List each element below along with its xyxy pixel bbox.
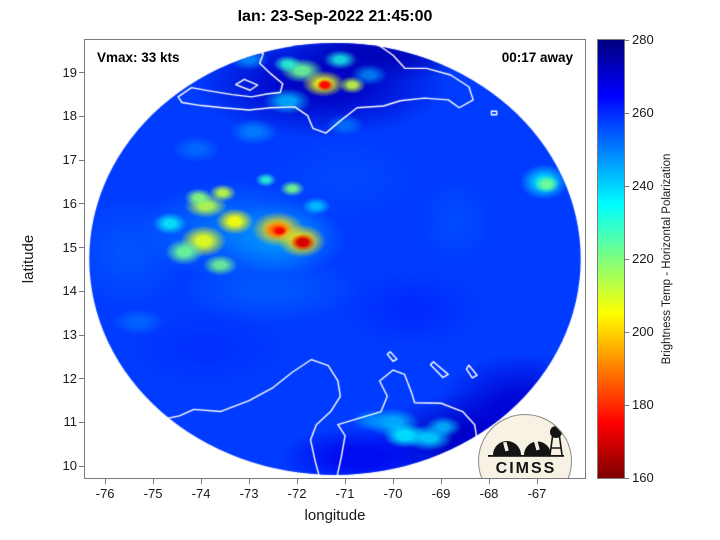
y-tick-mark: [79, 421, 84, 423]
y-tick-mark: [79, 465, 84, 467]
y-tick-label: 11: [63, 414, 78, 430]
x-tick-mark: [296, 479, 298, 484]
colorbar-tick-label: 180: [632, 397, 654, 412]
y-tick-label: 13: [62, 327, 77, 343]
x-tick-mark: [248, 479, 250, 484]
plot-area: Vmax: 33 kts 00:17 away CIMSS: [84, 39, 586, 479]
y-tick-mark: [79, 203, 84, 205]
y-tick-mark: [79, 290, 84, 292]
y-tick-label: 17: [62, 152, 77, 168]
x-tick-mark: [344, 479, 346, 484]
colorbar-tick-mark: [625, 185, 629, 187]
x-tick-mark: [392, 479, 394, 484]
colorbar-tick-label: 240: [632, 178, 654, 193]
dome-slit: [534, 440, 540, 451]
y-tick-label: 16: [62, 195, 77, 211]
y-tick-label: 19: [62, 64, 77, 80]
y-tick-label: 14: [62, 283, 77, 299]
colorbar-tick-mark: [625, 39, 629, 41]
y-tick-mark: [79, 115, 84, 117]
colorbar-tick-label: 280: [632, 32, 654, 47]
x-tick-label: -75: [143, 486, 163, 501]
cimss-logo-graphic: CIMSS: [488, 423, 564, 477]
colorbar-tick-mark: [625, 331, 629, 333]
colorbar-gradient: [598, 40, 624, 478]
y-tick-mark: [79, 247, 84, 249]
x-tick-mark: [440, 479, 442, 484]
x-tick-label: -73: [239, 486, 259, 501]
colorbar: [597, 39, 625, 479]
colorbar-tick-mark: [625, 258, 629, 260]
x-tick-label: -69: [431, 486, 451, 501]
y-tick-label: 15: [62, 239, 77, 255]
colorbar-tick-mark: [625, 477, 629, 479]
logo-ground-line: [488, 455, 564, 457]
colorbar-tick-mark: [625, 112, 629, 114]
x-tick-mark: [200, 479, 202, 484]
colorbar-tick-label: 160: [632, 470, 654, 485]
x-tick-mark: [488, 479, 490, 484]
colorbar-tick-label: 220: [632, 251, 654, 266]
x-tick-mark: [104, 479, 106, 484]
water-tower-legs: [549, 423, 563, 456]
dome-slit: [503, 441, 509, 452]
y-tick-label: 18: [62, 108, 77, 124]
y-tick-mark: [79, 72, 84, 74]
x-tick-label: -67: [527, 486, 547, 501]
x-tick-label: -71: [335, 486, 355, 501]
y-tick-mark: [79, 334, 84, 336]
figure-title: Ian: 23-Sep-2022 21:45:00: [237, 8, 433, 25]
vmax-annotation: Vmax: 33 kts: [97, 50, 180, 65]
time-away-annotation: 00:17 away: [501, 50, 573, 65]
x-tick-label: -68: [479, 486, 499, 501]
x-axis-label: longitude: [304, 507, 366, 524]
x-tick-mark: [152, 479, 154, 484]
y-tick-label: 10: [62, 458, 77, 474]
x-tick-label: -76: [95, 486, 115, 501]
cimss-logo-text: CIMSS: [496, 460, 557, 477]
y-tick-label: 12: [62, 370, 77, 386]
x-tick-label: -70: [383, 486, 403, 501]
colorbar-tick-label: 200: [632, 324, 654, 339]
colorbar-tick-label: 260: [632, 105, 654, 120]
x-tick-label: -72: [287, 486, 307, 501]
y-tick-mark: [79, 378, 84, 380]
colorbar-tick-mark: [625, 404, 629, 406]
y-tick-mark: [79, 159, 84, 161]
x-tick-label: -74: [191, 486, 211, 501]
satellite-brightness-temp-image: [85, 40, 585, 478]
x-tick-mark: [536, 479, 538, 484]
y-axis-label: latitude: [20, 234, 37, 284]
